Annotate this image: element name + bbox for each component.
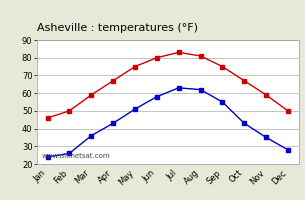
- Text: www.allmetsat.com: www.allmetsat.com: [42, 153, 110, 159]
- Text: Asheville : temperatures (°F): Asheville : temperatures (°F): [37, 23, 198, 33]
